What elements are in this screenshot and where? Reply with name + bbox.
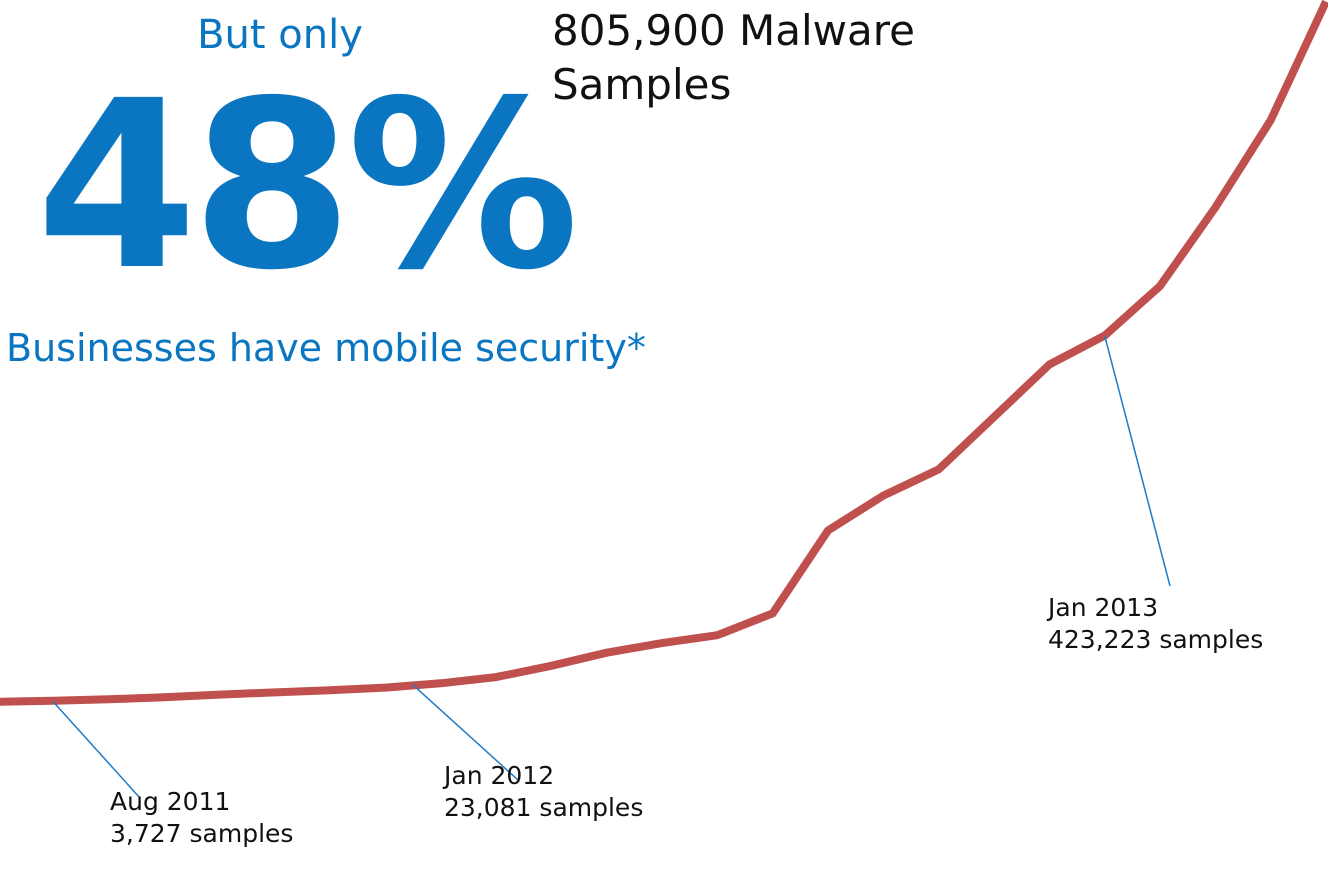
annotation-count: 423,223 samples (1048, 625, 1264, 654)
annotation-count: 23,081 samples (444, 793, 644, 822)
annotation-jan-2012: Jan 2012 23,081 samples (444, 760, 643, 824)
annotation-leader-line (1103, 335, 1171, 587)
malware-samples-line (0, 0, 1328, 706)
intro-text: But only (197, 12, 363, 58)
annotation-date: Aug 2011 (110, 787, 231, 816)
headline-total-samples: 805,900 Malware Samples (552, 4, 915, 112)
headline-line-2: Samples (552, 60, 732, 109)
annotation-count: 3,727 samples (110, 819, 294, 848)
headline-line-1: 805,900 Malware (552, 6, 915, 55)
annotation-aug-2011: Aug 2011 3,727 samples (110, 786, 293, 850)
stat-caption: Businesses have mobile security* (6, 326, 646, 370)
annotation-jan-2013: Jan 2013 423,223 samples (1048, 592, 1263, 656)
annotation-leader-line (52, 701, 141, 799)
annotation-date: Jan 2012 (444, 761, 555, 790)
stat-percentage: 48% (36, 51, 579, 321)
annotation-leader-line (412, 684, 519, 781)
annotation-date: Jan 2013 (1048, 593, 1159, 622)
